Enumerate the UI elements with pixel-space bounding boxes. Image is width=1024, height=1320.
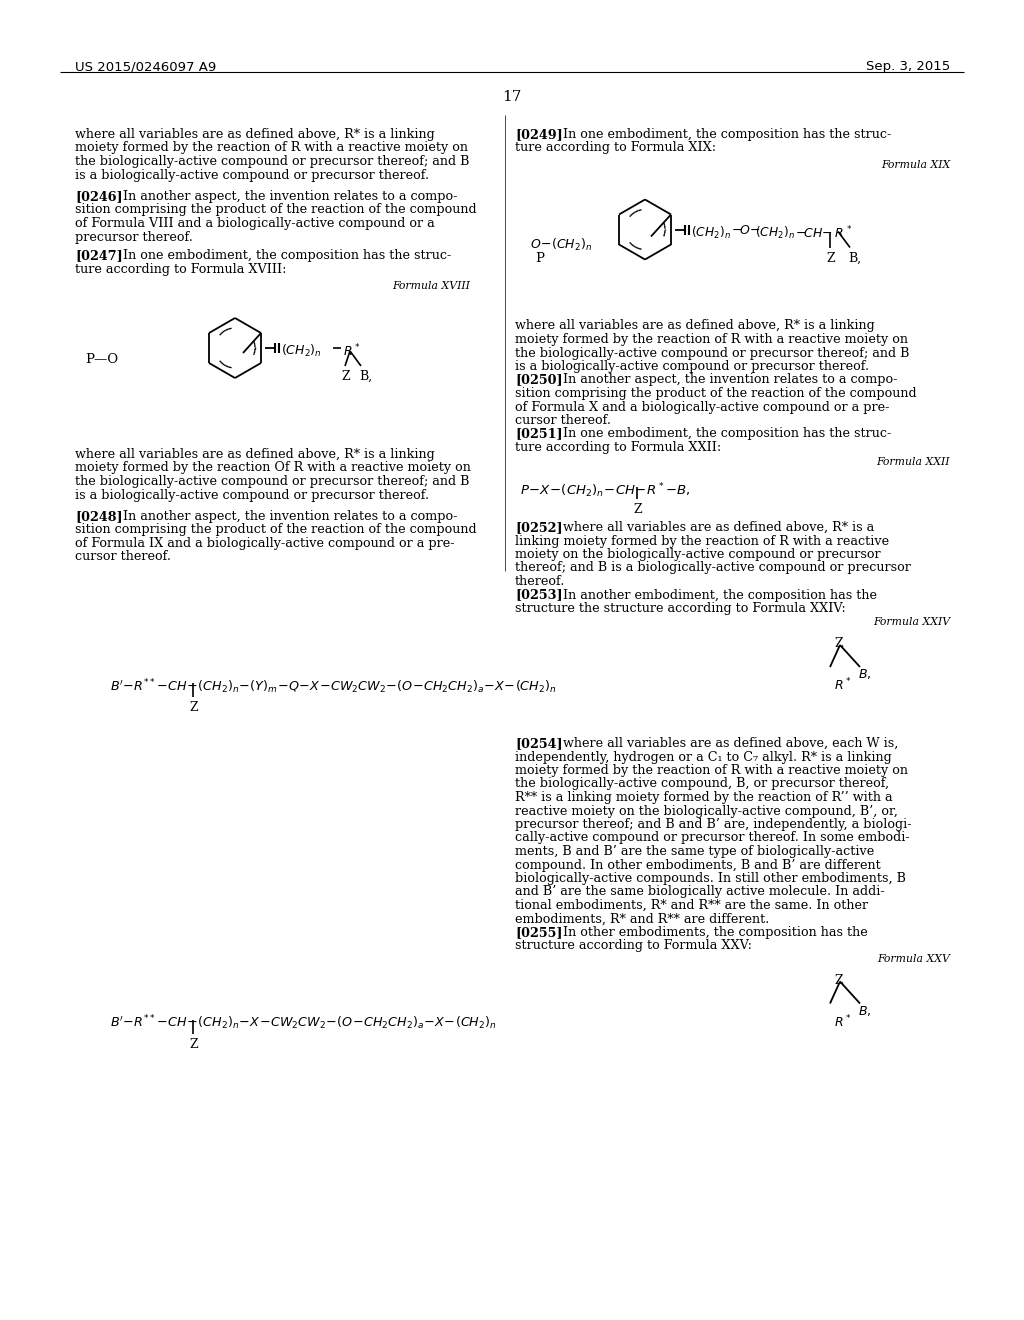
Text: is a biologically-active compound or precursor thereof.: is a biologically-active compound or pre… bbox=[75, 169, 429, 181]
Text: Formula XIX: Formula XIX bbox=[881, 160, 950, 169]
Text: thereof; and B is a biologically-active compound or precursor: thereof; and B is a biologically-active … bbox=[515, 561, 911, 574]
Text: [0247]: [0247] bbox=[75, 249, 123, 263]
Text: $P\!-\!X\!-\!(CH_2)_n\!-\!CH\!-\!R^*\!-\!B,$: $P\!-\!X\!-\!(CH_2)_n\!-\!CH\!-\!R^*\!-\… bbox=[520, 480, 691, 500]
Text: thereof.: thereof. bbox=[515, 576, 565, 587]
Text: tional embodiments, R* and R** are the same. In other: tional embodiments, R* and R** are the s… bbox=[515, 899, 868, 912]
Text: R** is a linking moiety formed by the reaction of R’’ with a: R** is a linking moiety formed by the re… bbox=[515, 791, 893, 804]
Text: where all variables are as defined above, R* is a: where all variables are as defined above… bbox=[563, 521, 874, 535]
Text: where all variables are as defined above, each W is,: where all variables are as defined above… bbox=[563, 737, 898, 750]
Text: cursor thereof.: cursor thereof. bbox=[515, 414, 611, 426]
Text: [0250]: [0250] bbox=[515, 374, 562, 387]
Text: $B,$: $B,$ bbox=[858, 667, 871, 681]
Text: the biologically-active compound or precursor thereof; and B: the biologically-active compound or prec… bbox=[515, 346, 909, 359]
Text: [0251]: [0251] bbox=[515, 428, 562, 441]
Text: P: P bbox=[535, 252, 544, 265]
Text: $R^*$: $R^*$ bbox=[343, 343, 360, 359]
Text: Sep. 3, 2015: Sep. 3, 2015 bbox=[865, 59, 950, 73]
Text: reactive moiety on the biologically-active compound, B’, or,: reactive moiety on the biologically-acti… bbox=[515, 804, 898, 817]
Text: $B'\!-\!R^{**}\!-\!CH\!-\!(CH_2)_n\!-\!X\!-\!CW_2CW_2\!-\!(O\!-\!CH_2CH_2)_a\!-\: $B'\!-\!R^{**}\!-\!CH\!-\!(CH_2)_n\!-\!X… bbox=[110, 1014, 497, 1032]
Text: In another embodiment, the composition has the: In another embodiment, the composition h… bbox=[563, 589, 877, 602]
Text: where all variables are as defined above, R* is a linking: where all variables are as defined above… bbox=[515, 319, 874, 333]
Text: $(CH_2)_n$: $(CH_2)_n$ bbox=[691, 224, 731, 240]
Text: Formula XVIII: Formula XVIII bbox=[392, 281, 470, 290]
Text: [0252]: [0252] bbox=[515, 521, 562, 535]
Text: ture according to Formula XVIII:: ture according to Formula XVIII: bbox=[75, 263, 287, 276]
Text: US 2015/0246097 A9: US 2015/0246097 A9 bbox=[75, 59, 216, 73]
Text: precursor thereof.: precursor thereof. bbox=[75, 231, 193, 243]
Text: sition comprising the product of the reaction of the compound: sition comprising the product of the rea… bbox=[515, 387, 916, 400]
Text: Z: Z bbox=[189, 701, 198, 714]
Text: sition comprising the product of the reaction of the compound: sition comprising the product of the rea… bbox=[75, 524, 476, 536]
Text: [0249]: [0249] bbox=[515, 128, 563, 141]
Text: the biologically-active compound or precursor thereof; and B: the biologically-active compound or prec… bbox=[75, 475, 469, 488]
Text: $-\!O\!-$: $-\!O\!-$ bbox=[731, 224, 761, 238]
Text: Z: Z bbox=[834, 974, 843, 986]
Text: P—O: P—O bbox=[85, 352, 118, 366]
Text: cursor thereof.: cursor thereof. bbox=[75, 550, 171, 564]
Text: In another aspect, the invention relates to a compo-: In another aspect, the invention relates… bbox=[563, 374, 897, 387]
Text: independently, hydrogen or a C₁ to C₇ alkyl. R* is a linking: independently, hydrogen or a C₁ to C₇ al… bbox=[515, 751, 892, 763]
Text: linking moiety formed by the reaction of R with a reactive: linking moiety formed by the reaction of… bbox=[515, 535, 889, 548]
Text: Z: Z bbox=[189, 1038, 198, 1051]
Text: In other embodiments, the composition has the: In other embodiments, the composition ha… bbox=[563, 927, 867, 939]
Text: ture according to Formula XIX:: ture according to Formula XIX: bbox=[515, 141, 716, 154]
Text: Z: Z bbox=[826, 252, 835, 264]
Text: $O\!-\!(CH_2)_n$: $O\!-\!(CH_2)_n$ bbox=[530, 236, 592, 252]
Text: the biologically-active compound, B, or precursor thereof,: the biologically-active compound, B, or … bbox=[515, 777, 889, 791]
Text: In one embodiment, the composition has the struc-: In one embodiment, the composition has t… bbox=[563, 128, 891, 141]
Text: [0248]: [0248] bbox=[75, 510, 123, 523]
Text: of Formula IX and a biologically-active compound or a pre-: of Formula IX and a biologically-active … bbox=[75, 537, 455, 550]
Text: In one embodiment, the composition has the struc-: In one embodiment, the composition has t… bbox=[123, 249, 452, 263]
Text: sition comprising the product of the reaction of the compound: sition comprising the product of the rea… bbox=[75, 203, 476, 216]
Text: Formula XXII: Formula XXII bbox=[877, 457, 950, 467]
Text: $R^*$: $R^*$ bbox=[834, 1014, 851, 1030]
Text: Z: Z bbox=[834, 638, 843, 649]
Text: compound. In other embodiments, B and B’ are different: compound. In other embodiments, B and B’… bbox=[515, 858, 881, 871]
Text: [0254]: [0254] bbox=[515, 737, 562, 750]
Text: moiety on the biologically-active compound or precursor: moiety on the biologically-active compou… bbox=[515, 548, 881, 561]
Text: of Formula X and a biologically-active compound or a pre-: of Formula X and a biologically-active c… bbox=[515, 400, 890, 413]
Text: moiety formed by the reaction Of R with a reactive moiety on: moiety formed by the reaction Of R with … bbox=[75, 462, 471, 474]
Text: is a biologically-active compound or precursor thereof.: is a biologically-active compound or pre… bbox=[75, 488, 429, 502]
Text: structure the structure according to Formula XXIV:: structure the structure according to For… bbox=[515, 602, 846, 615]
Text: Z: Z bbox=[341, 370, 349, 383]
Text: moiety formed by the reaction of R with a reactive moiety on: moiety formed by the reaction of R with … bbox=[515, 333, 908, 346]
Text: $B'\!-\!R^{**}\!-\!CH\!-\!(CH_2)_n\!-\!(Y)_m\!-\!Q\!-\!X\!-\!CW_2CW_2\!-\!(O\!-\: $B'\!-\!R^{**}\!-\!CH\!-\!(CH_2)_n\!-\!(… bbox=[110, 677, 557, 696]
Text: B,: B, bbox=[848, 252, 861, 264]
Text: [0246]: [0246] bbox=[75, 190, 123, 203]
Text: In another aspect, the invention relates to a compo-: In another aspect, the invention relates… bbox=[123, 190, 458, 203]
Text: 17: 17 bbox=[503, 90, 521, 104]
Text: and B’ are the same biologically active molecule. In addi-: and B’ are the same biologically active … bbox=[515, 886, 885, 899]
Text: B,: B, bbox=[359, 370, 372, 383]
Text: moiety formed by the reaction of R with a reactive moiety on: moiety formed by the reaction of R with … bbox=[75, 141, 468, 154]
Text: $-\!CH\!-R^*$: $-\!CH\!-R^*$ bbox=[795, 224, 852, 242]
Text: precursor thereof; and B and B’ are, independently, a biologi-: precursor thereof; and B and B’ are, ind… bbox=[515, 818, 911, 832]
Text: ture according to Formula XXII:: ture according to Formula XXII: bbox=[515, 441, 721, 454]
Text: embodiments, R* and R** are different.: embodiments, R* and R** are different. bbox=[515, 912, 769, 925]
Text: of Formula VIII and a biologically-active compound or a: of Formula VIII and a biologically-activ… bbox=[75, 216, 435, 230]
Text: moiety formed by the reaction of R with a reactive moiety on: moiety formed by the reaction of R with … bbox=[515, 764, 908, 777]
Text: cally-active compound or precursor thereof. In some embodi-: cally-active compound or precursor there… bbox=[515, 832, 909, 845]
Text: [0253]: [0253] bbox=[515, 589, 562, 602]
Text: ments, B and B’ are the same type of biologically-active: ments, B and B’ are the same type of bio… bbox=[515, 845, 874, 858]
Text: $(CH_2)_n$: $(CH_2)_n$ bbox=[755, 224, 795, 240]
Text: [0255]: [0255] bbox=[515, 927, 562, 939]
Text: $B,$: $B,$ bbox=[858, 1003, 871, 1018]
Text: structure according to Formula XXV:: structure according to Formula XXV: bbox=[515, 940, 752, 953]
Text: where all variables are as defined above, R* is a linking: where all variables are as defined above… bbox=[75, 128, 435, 141]
Text: the biologically-active compound or precursor thereof; and B: the biologically-active compound or prec… bbox=[75, 154, 469, 168]
Text: Z: Z bbox=[633, 503, 642, 516]
Text: Formula XXV: Formula XXV bbox=[878, 953, 950, 964]
Text: $R^*$: $R^*$ bbox=[834, 677, 851, 693]
Text: is a biologically-active compound or precursor thereof.: is a biologically-active compound or pre… bbox=[515, 360, 869, 374]
Text: biologically-active compounds. In still other embodiments, B: biologically-active compounds. In still … bbox=[515, 873, 906, 884]
Text: where all variables are as defined above, R* is a linking: where all variables are as defined above… bbox=[75, 447, 435, 461]
Text: $(CH_2)_n$: $(CH_2)_n$ bbox=[281, 343, 322, 359]
Text: In one embodiment, the composition has the struc-: In one embodiment, the composition has t… bbox=[563, 428, 891, 441]
Text: In another aspect, the invention relates to a compo-: In another aspect, the invention relates… bbox=[123, 510, 458, 523]
Text: Formula XXIV: Formula XXIV bbox=[872, 616, 950, 627]
